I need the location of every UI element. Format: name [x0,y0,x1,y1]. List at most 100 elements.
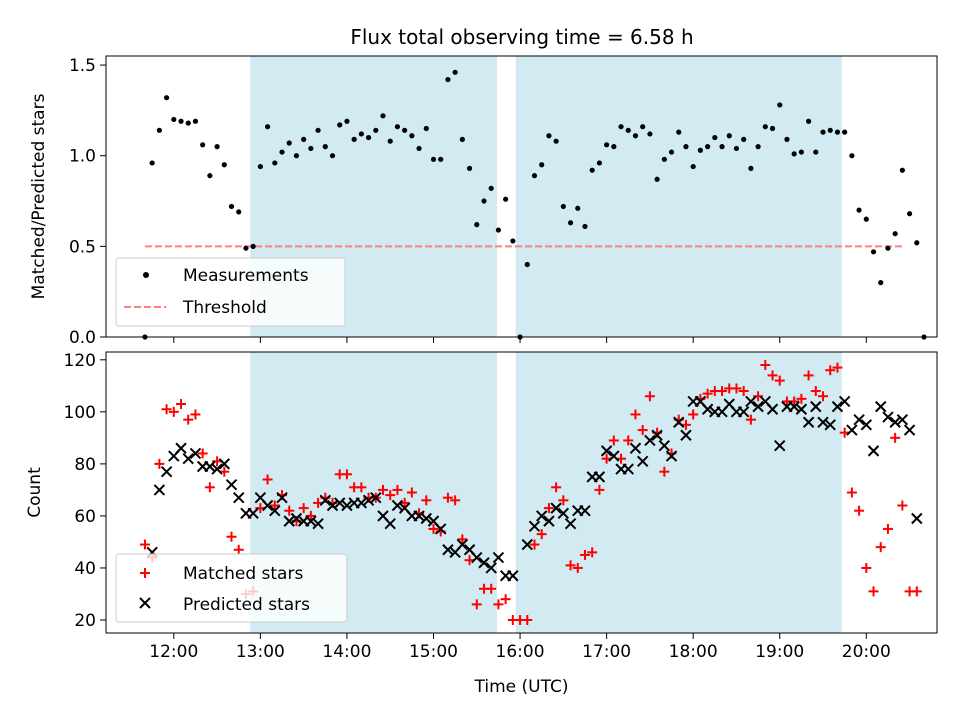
matched-star-point [536,529,547,540]
measurement-point [459,136,465,142]
matched-star-point [543,503,554,514]
predicted-star-point [362,494,375,507]
star-count-points [139,360,923,625]
predicted-star-point [456,538,469,551]
measurement-point [870,249,877,255]
y-tick-label: 40 [74,559,96,579]
predicted-star-point [160,465,173,478]
measurement-point [582,223,588,230]
measurement-point [553,138,559,144]
measurement-point [560,203,566,210]
matched-star-point [796,393,807,404]
measurement-point [402,127,408,133]
predicted-star-point [766,403,779,415]
measurement-point [733,145,740,152]
predicted-star-point [600,445,613,457]
matched-star-point [168,406,179,417]
predicted-star-point [413,510,425,522]
measurement-point [322,144,328,150]
shaded-interval [515,352,842,633]
legend-threshold-label: Threshold [182,298,267,318]
predicted-star-point [319,494,331,507]
predicted-star-point [370,491,382,504]
measurement-point [272,160,278,166]
matched-star-point [803,370,814,381]
predicted-star-point [622,463,634,475]
matched-star-point [406,487,417,498]
legend-predicted-label: Predicted stars [183,595,310,615]
ratio-legend-box [115,257,346,327]
measurement-point [899,167,905,173]
matched-star-point [183,414,194,425]
measurement-point [531,173,538,179]
predicted-star-point [651,429,663,441]
measurement-point [849,153,855,159]
matched-star-point [558,495,569,506]
matched-star-point [486,583,497,594]
predicted-star-point [355,497,368,509]
x-tick-label: 19:00 [755,642,804,662]
measurement-point [293,153,300,159]
predicted-star-point [903,424,916,436]
matched-star-point [608,435,619,446]
predicted-star-point [283,515,295,527]
matched-star-point [572,562,583,573]
measurement-point [488,185,494,191]
predicted-star-point [211,463,223,475]
measurement-point [748,165,754,171]
predicted-star-point [665,450,678,462]
predicted-star-point [810,400,822,413]
predicted-star-point [889,416,901,428]
matched-star-point [644,391,655,402]
predicted-star-point [276,491,288,504]
predicted-star-point [326,499,339,512]
measurement-point [784,136,790,142]
predicted-star-point [305,515,317,527]
x-tick-label: 17:00 [582,642,631,662]
measurement-point [885,245,891,251]
matched-star-point [810,386,821,397]
predicted-star-point [442,544,454,556]
measurement-point [394,124,401,130]
measurement-point [344,118,350,124]
predicted-star-point [312,518,324,530]
measurement-point [834,129,841,135]
measurement-point [755,144,761,150]
predicted-star-point [896,413,909,426]
measurement-point [791,151,797,157]
measurement-point [690,163,696,170]
predicted-star-point [334,497,346,509]
measurement-point [279,149,285,155]
y-tick-label: 80 [74,455,96,475]
predicted-star-point [774,439,786,452]
legend-measurements-marker [143,272,149,278]
matched-star-point [818,391,829,402]
predicted-star-point [557,507,570,520]
measurement-point [524,261,530,268]
measurement-point [842,129,848,135]
measurement-point [813,149,819,155]
measurement-point [452,69,458,75]
x-tick-label: 14:00 [322,642,371,662]
y-tick-label: 1.0 [69,147,96,167]
y-tick-label: 0.5 [69,237,96,257]
measurement-point [762,124,768,130]
predicted-star-point [391,499,404,512]
measurement-point [185,120,191,126]
predicted-star-point [701,403,714,415]
matched-star-point [378,484,388,495]
shaded-interval [515,56,842,337]
predicted-star-point [507,570,519,582]
predicted-star-point [528,520,541,533]
y-tick-label: 0.0 [69,328,96,348]
count-legend: Matched stars Predicted stars [115,553,348,623]
predicted-star-point [341,499,353,512]
predicted-star-point [882,411,894,423]
measurement-point [575,205,581,211]
measurement-point [257,163,263,170]
matched-star-point [500,594,511,605]
measurement-point [200,142,206,148]
measurement-point [387,138,393,144]
predicted-star-point [817,416,829,428]
